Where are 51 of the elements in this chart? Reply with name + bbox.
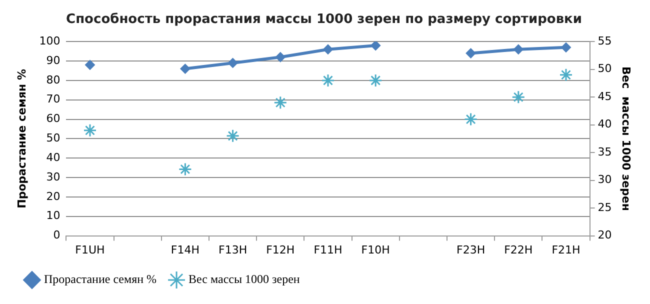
x-tick-label: F11H [314,243,342,256]
point [370,42,381,50]
point [274,96,288,110]
point [464,112,478,126]
point [84,60,95,70]
legend-label: Вес массы 1000 зерен [188,272,300,286]
y-tick-label: 80 [46,73,60,86]
x-tick-label: F22H [504,243,533,256]
y-tick-label: 0 [53,228,60,242]
y-tick-label: 50 [46,132,60,145]
point [559,68,573,82]
legend-label: Прорастание семян % [44,272,157,286]
point [228,58,238,68]
y-axis-title: Прорастание семян % [15,69,28,208]
point [368,74,382,88]
point [321,74,335,88]
point [180,64,190,74]
x-tick-label: F12H [266,243,295,256]
y2-tick-label: 20 [598,228,612,242]
y-tick-label: 30 [46,170,60,184]
x-tick-label: F1UH [75,243,105,256]
point [466,48,476,58]
x-tick-label: F23H [456,243,486,256]
y-tick-label: 90 [46,54,60,67]
y2-tick-label: 55 [598,34,612,48]
x-tick-label: F13H [218,243,248,256]
y-tick-label: 20 [46,190,60,203]
y2-tick-label: 25 [598,200,612,214]
y-tick-label: 10 [46,209,60,222]
point [512,90,526,104]
point [513,44,524,54]
x-tick-label: F21H [552,243,580,256]
x-tick-label: F14H [170,243,200,256]
chart-title: Способность прорастания массы 1000 зерен по размеру сортировки [66,12,582,28]
y-tick-label: 100 [39,34,60,48]
point [83,124,97,138]
point [178,162,192,176]
x-tick-label: F10H [361,243,390,256]
y2-tick-label: 45 [598,90,612,103]
point [561,42,572,52]
y2-tick-label: 35 [598,145,612,158]
point [226,129,240,143]
point [275,52,286,62]
y2-tick-label: 50 [598,62,612,76]
y-tick-label: 60 [46,112,60,126]
y2-axis-title: Вес массы 1000 зерен [620,66,633,211]
y-tick-label: 70 [46,92,60,106]
point [323,44,333,54]
y2-tick-label: 30 [598,173,612,186]
y2-tick-label: 40 [598,118,612,131]
y-tick-label: 40 [46,150,60,164]
